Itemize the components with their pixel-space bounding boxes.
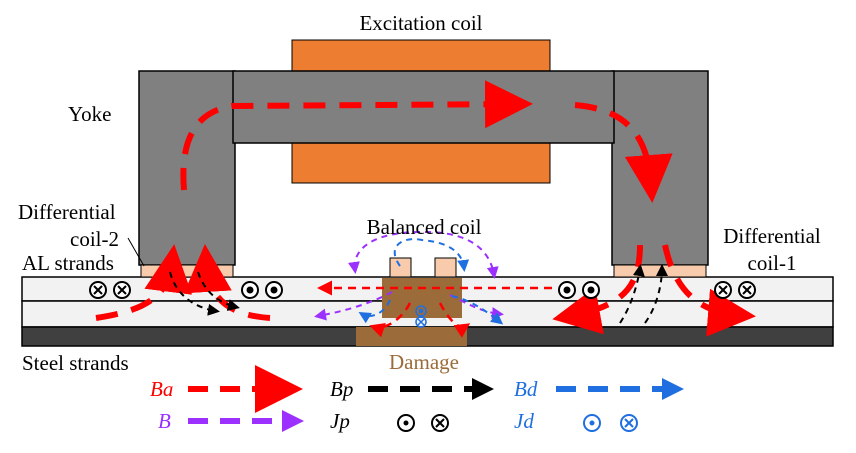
legend-ba-label: Ba [150,377,173,401]
current-markers [89,281,756,299]
excitation-coil-top [291,39,551,73]
legend-jp-label: Jp [330,409,350,433]
excitation-coil-bottom [291,142,551,184]
yoke-label: Yoke [68,102,111,126]
al-strands-label: AL strands [22,251,114,275]
differential-coil-2-label-line1: Differential [18,200,116,224]
damage-region-lower [356,327,467,346]
legend-jp-cross-icon [431,414,449,432]
flux-ba-path [95,80,756,337]
steel-strands-label: Steel strands [22,351,129,375]
balanced-coil-pad-right [434,257,457,278]
legend-jd-cross-icon [620,414,638,432]
legend-jd-dot-icon [583,414,601,432]
excitation-coil-label: Excitation coil [359,11,482,35]
legend-bp-arrowhead [472,378,494,400]
legend-bp-label: Bp [330,377,353,401]
legend-bd-label: Bd [514,377,538,401]
damage-current-markers [415,305,427,328]
legend: Ba Bp Bd B Jp Jd [150,365,684,433]
damage-label: Damage [389,350,459,374]
differential-coil-1-label-line1: Differential [723,224,821,248]
differential-coil-2-label-line2: coil-2 [70,227,119,251]
flux-bp-path [169,264,668,324]
legend-jd-label: Jd [514,409,534,433]
balanced-coil-pad-left [389,257,412,278]
flux-bd-path [358,238,504,325]
flux-ba-defect [317,280,552,338]
differential-coil-1 [613,264,707,278]
differential-coil-2 [140,264,234,278]
legend-b-label: B [158,409,171,433]
differential-coil-1-label-line2: coil-1 [748,251,797,275]
legend-b-arrowhead [282,410,304,432]
legend-bd-arrowhead [662,378,684,400]
balanced-coil-label: Balanced coil [367,215,482,239]
legend-jp-dot-icon [397,414,415,432]
differential-coil-2-leader [127,237,145,267]
